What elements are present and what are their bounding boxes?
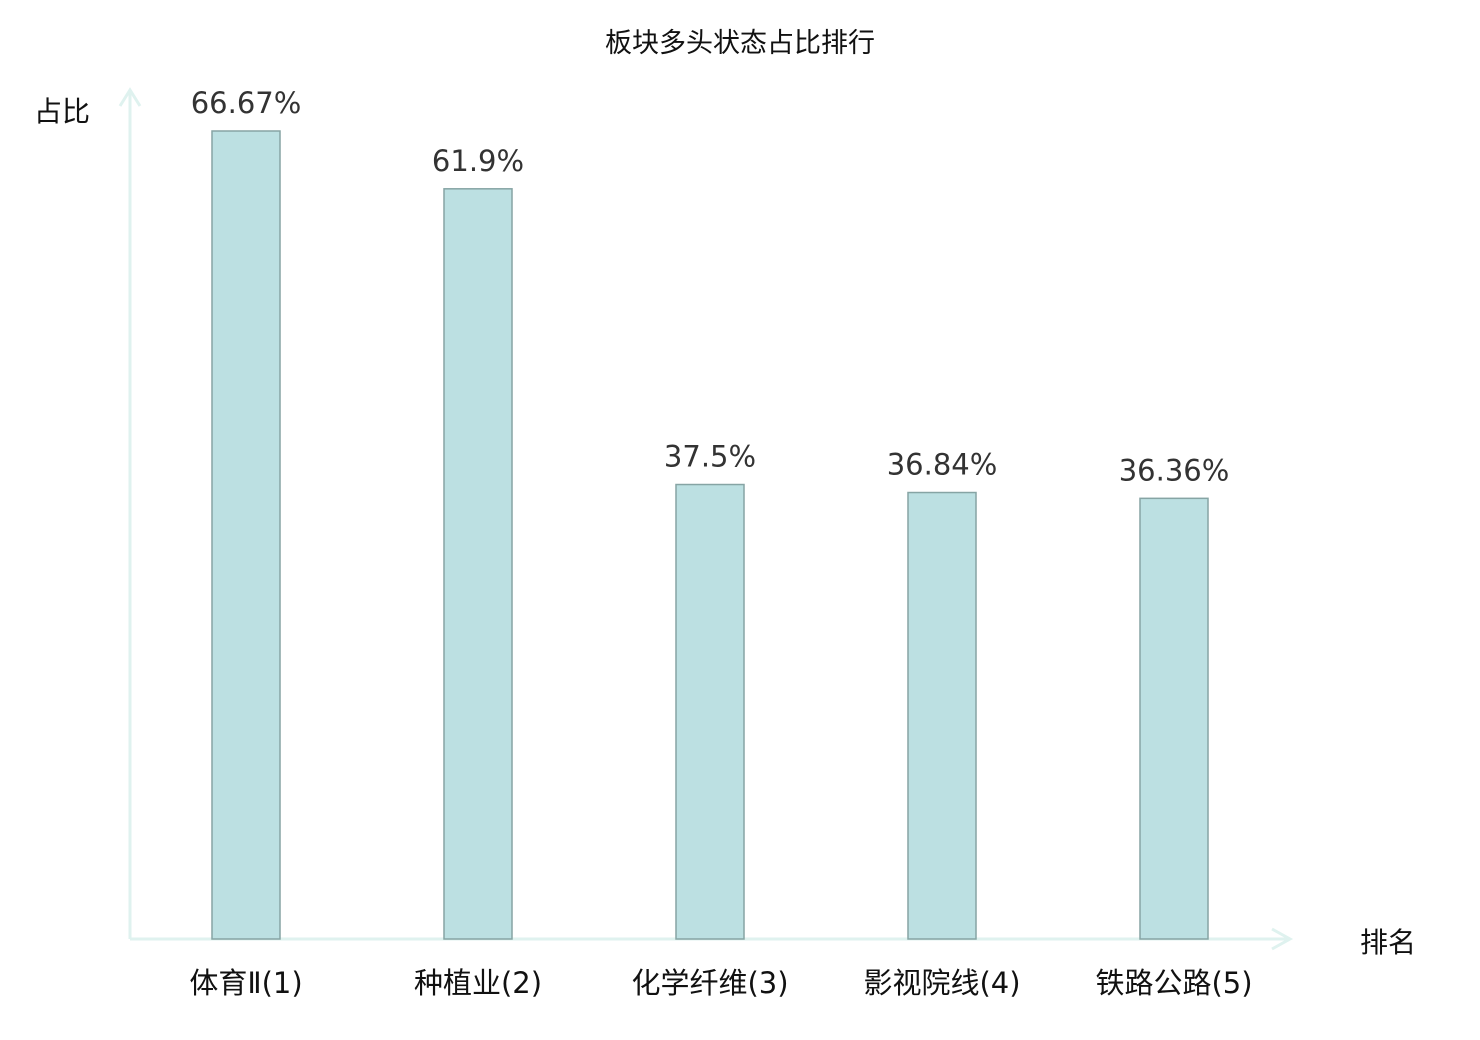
bar: [443, 188, 513, 940]
bar: [1139, 497, 1209, 940]
y-axis-arrow-icon: [118, 87, 142, 107]
x-axis-arrow-icon: [1271, 927, 1294, 951]
y-axis-label: 占比: [34, 95, 90, 128]
category-label: 化学纤维(3): [631, 966, 788, 1000]
x-axis-label: 排名: [1360, 926, 1416, 959]
value-label: 66.67%: [191, 86, 302, 120]
category-label: 铁路公路(5): [1095, 966, 1252, 1000]
value-label: 61.9%: [432, 144, 524, 178]
category-label: 种植业(2): [414, 966, 542, 1000]
category-label: 体育Ⅱ(1): [189, 966, 302, 1000]
value-label: 36.36%: [1119, 453, 1230, 487]
value-label: 37.5%: [664, 440, 756, 474]
bar: [907, 491, 977, 940]
bar: [211, 130, 281, 940]
chart-title: 板块多头状态占比排行: [605, 28, 875, 59]
category-label: 影视院线(4): [863, 966, 1020, 1000]
bar: [675, 483, 745, 940]
value-label: 36.84%: [887, 448, 998, 482]
